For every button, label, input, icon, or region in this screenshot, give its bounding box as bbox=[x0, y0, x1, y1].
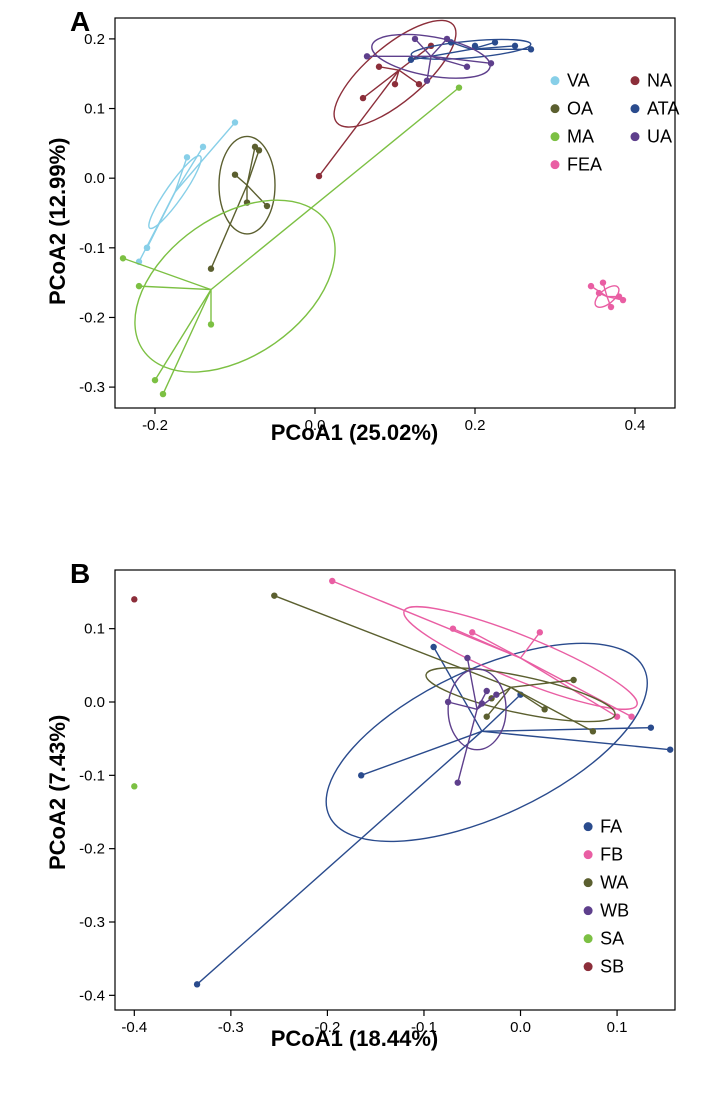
svg-text:FA: FA bbox=[600, 817, 622, 837]
svg-text:-0.1: -0.1 bbox=[79, 767, 105, 784]
svg-text:0.0: 0.0 bbox=[84, 170, 105, 187]
svg-text:0.0: 0.0 bbox=[84, 694, 105, 711]
panel-b-plot: -0.4-0.3-0.2-0.10.00.1-0.4-0.3-0.2-0.10.… bbox=[115, 570, 675, 1010]
svg-text:NA: NA bbox=[647, 71, 672, 91]
svg-text:WA: WA bbox=[600, 873, 628, 893]
svg-text:-0.1: -0.1 bbox=[79, 240, 105, 257]
svg-text:-0.3: -0.3 bbox=[79, 914, 105, 931]
svg-text:OA: OA bbox=[567, 99, 593, 119]
svg-text:0.1: 0.1 bbox=[84, 621, 105, 638]
svg-text:MA: MA bbox=[567, 127, 594, 147]
svg-text:ATA: ATA bbox=[647, 99, 679, 119]
svg-text:SB: SB bbox=[600, 957, 624, 977]
panel-b-ytitle: PCoA2 (7.43%) bbox=[45, 715, 71, 870]
svg-text:FB: FB bbox=[600, 845, 623, 865]
panel-a-plot: -0.3-0.2-0.10.00.10.2-0.20.00.20.4VANAOA… bbox=[115, 18, 675, 408]
svg-text:FEA: FEA bbox=[567, 155, 602, 175]
panel-b-label: B bbox=[70, 558, 90, 590]
svg-text:0.1: 0.1 bbox=[84, 101, 105, 118]
panel-a-xtitle: PCoA1 (25.02%) bbox=[0, 420, 709, 446]
svg-text:-0.4: -0.4 bbox=[79, 987, 105, 1004]
svg-text:-0.2: -0.2 bbox=[79, 309, 105, 326]
svg-text:WB: WB bbox=[600, 901, 629, 921]
svg-text:UA: UA bbox=[647, 127, 672, 147]
svg-text:SA: SA bbox=[600, 929, 624, 949]
page: { "panelA": { "label": "A", "x_title": "… bbox=[0, 0, 709, 1108]
svg-text:0.2: 0.2 bbox=[84, 31, 105, 48]
svg-text:VA: VA bbox=[567, 71, 590, 91]
svg-text:-0.3: -0.3 bbox=[79, 379, 105, 396]
svg-text:-0.2: -0.2 bbox=[79, 841, 105, 858]
panel-b-xtitle: PCoA1 (18.44%) bbox=[0, 1026, 709, 1052]
panel-a-ytitle: PCoA2 (12.99%) bbox=[45, 137, 71, 305]
